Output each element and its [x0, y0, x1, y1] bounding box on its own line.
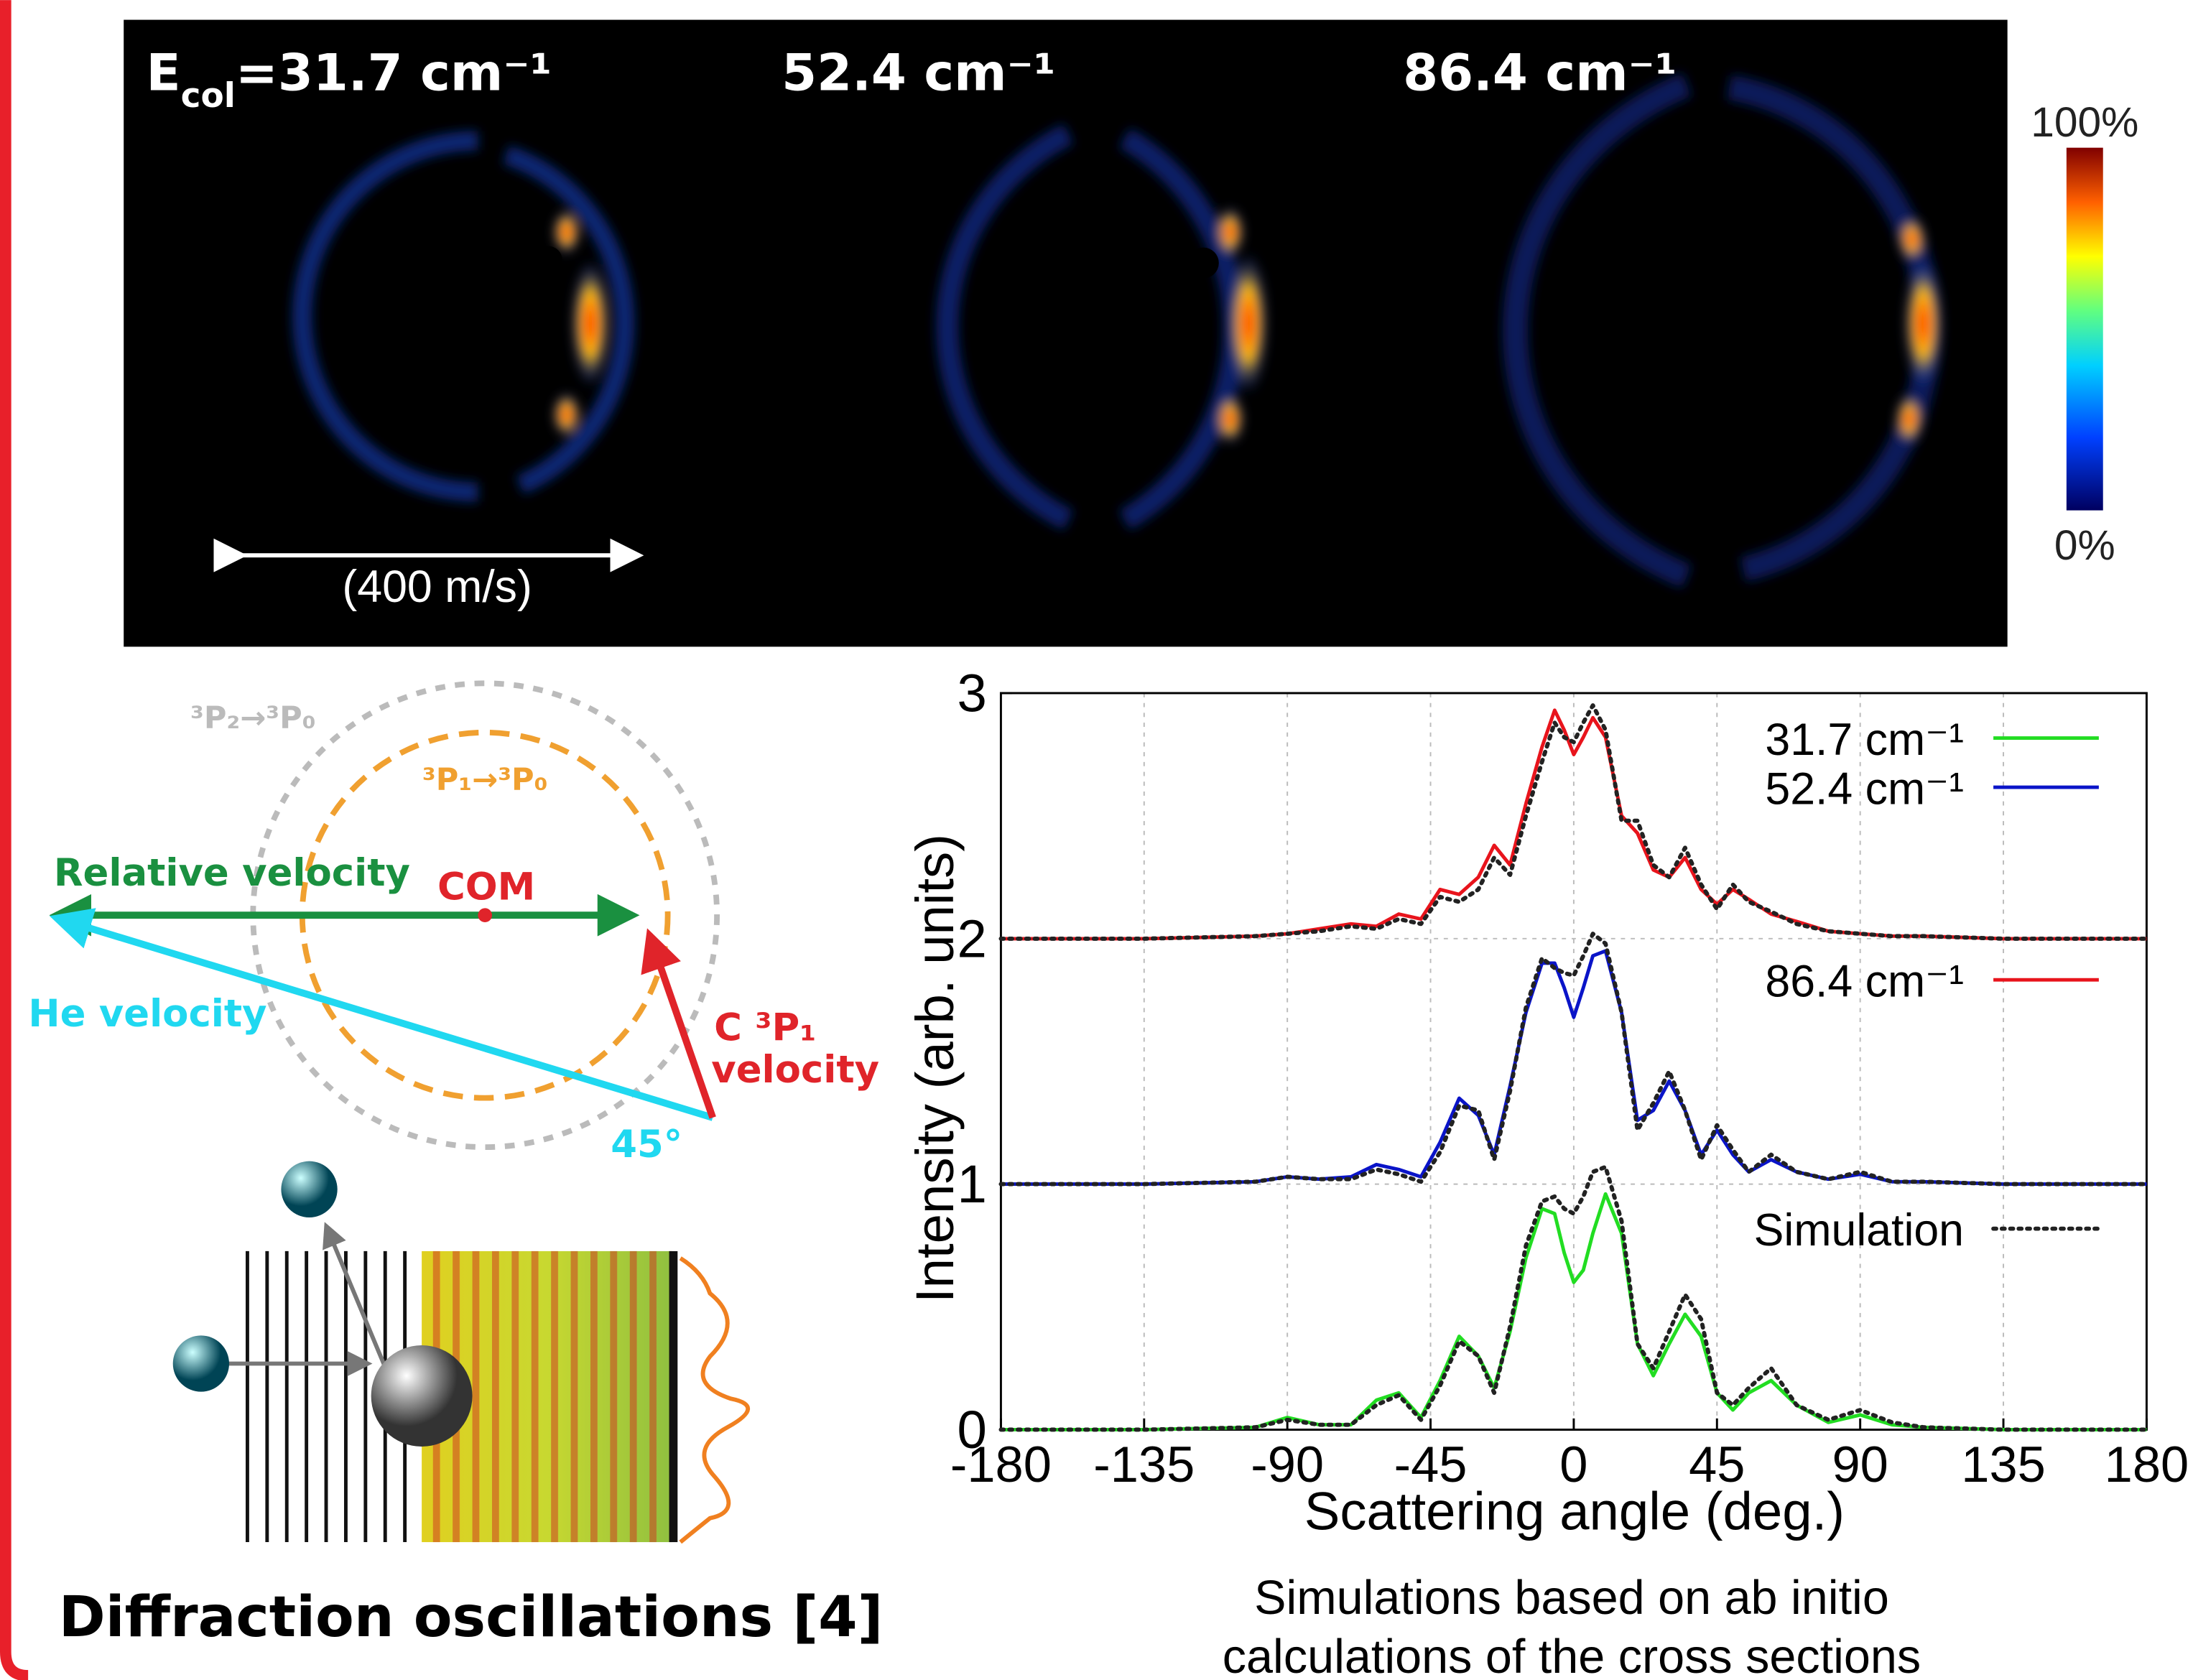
- diagram-label: C ³P₁: [714, 1006, 816, 1049]
- x-tick-label: -45: [1394, 1436, 1468, 1493]
- x-axis-label: Scattering angle (deg.): [1304, 1481, 1845, 1541]
- legend-label: 31.7 cm⁻¹: [1765, 715, 1964, 765]
- y-tick-label: 3: [957, 663, 986, 723]
- image-panel: [124, 19, 2008, 647]
- frame-border: [0, 0, 29, 1680]
- com-dot: [478, 908, 492, 922]
- label-sub: col: [181, 76, 236, 116]
- y-axis-label: Intensity (arb. units): [905, 834, 965, 1303]
- scattering-images: [292, 73, 1943, 588]
- label-main: E: [147, 43, 181, 102]
- legend-label: 86.4 cm⁻¹: [1765, 957, 1964, 1007]
- scatter-arrow: [323, 1222, 389, 1372]
- ring-label: ³P₂→³P₀: [190, 700, 316, 736]
- diagram-label: Relative velocity: [54, 851, 410, 895]
- image-label: 86.4 cm⁻¹: [1403, 43, 1677, 102]
- legend-label: Simulation: [1754, 1205, 1964, 1256]
- caption: calculations of the cross sections: [1223, 1630, 1921, 1680]
- beam-stop: [1860, 250, 1891, 282]
- y-tick-label: 0: [957, 1400, 986, 1459]
- he-atom: [281, 1161, 338, 1217]
- diagram-label: velocity: [711, 1048, 879, 1092]
- plot-area: -180 -135 -90 -45 0 45 90 135 180 0 1 2 3 31.7 cm⁻¹52…: [950, 663, 2189, 1492]
- legend-label: 52.4 cm⁻¹: [1765, 764, 1964, 815]
- diagram-label: He velocity: [28, 992, 266, 1036]
- colorbar: [2066, 147, 2103, 511]
- wavefronts: [245, 1250, 407, 1543]
- diagram-title: Diffraction oscillations [4]: [59, 1584, 884, 1650]
- colorbar-min: 0%: [2054, 522, 2115, 569]
- x-tick-label: -90: [1251, 1436, 1324, 1493]
- y-tick-label: 1: [957, 1154, 986, 1214]
- scale-label: (400 m/s): [342, 562, 532, 612]
- x-tick-label: -135: [1093, 1436, 1195, 1493]
- colorbar-max: 100%: [2031, 99, 2138, 146]
- caption: Simulations based on ab initio: [1254, 1572, 1889, 1625]
- intensity-profile: [679, 1256, 751, 1544]
- y-tick-label: 2: [957, 909, 986, 968]
- c-arrow: [641, 928, 716, 1119]
- x-tick-label: 180: [2105, 1436, 2189, 1493]
- diagram-label: COM: [437, 865, 535, 909]
- data-line: [1001, 1192, 2147, 1431]
- screen: [669, 1250, 678, 1543]
- simulation-line: [998, 1164, 2149, 1432]
- x-tick-label: 90: [1832, 1436, 1888, 1493]
- label-rest: =31.7 cm⁻¹: [236, 43, 552, 102]
- he-atom: [172, 1335, 229, 1392]
- beam-stop: [1187, 247, 1219, 279]
- x-tick-label: 0: [1559, 1436, 1587, 1493]
- beam-stop: [534, 246, 562, 274]
- simulation-line: [998, 703, 2149, 941]
- image-label: 52.4 cm⁻¹: [782, 43, 1056, 102]
- diagram-label: 45°: [611, 1123, 682, 1166]
- x-tick-label: 135: [1961, 1436, 2046, 1493]
- simulation-line: [998, 932, 2149, 1187]
- data-line: [1001, 949, 2147, 1187]
- he-arrow: [49, 908, 714, 1121]
- target-atom: [371, 1345, 473, 1447]
- x-tick-label: -180: [950, 1436, 1052, 1493]
- image-label: Ecol=31.7 cm⁻¹: [147, 43, 552, 115]
- ring-label: ³P₁→³P₀: [422, 762, 548, 798]
- x-tick-label: 45: [1689, 1436, 1745, 1493]
- plot-frame: [999, 692, 2148, 1431]
